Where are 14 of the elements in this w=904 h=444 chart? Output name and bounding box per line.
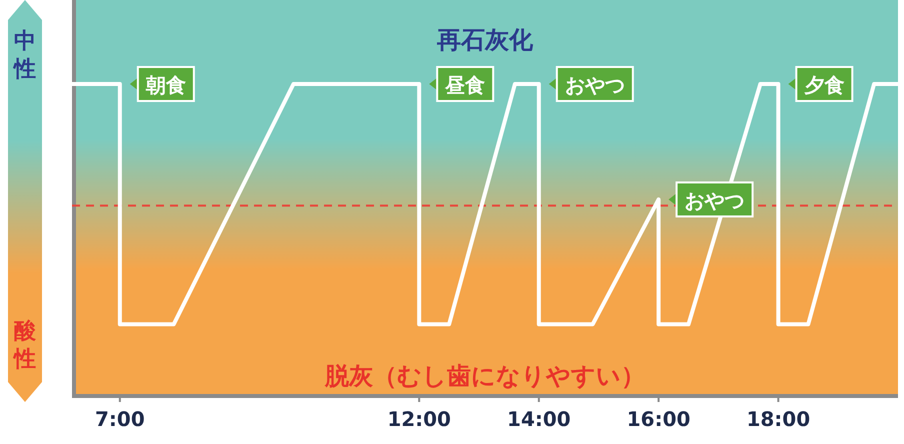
- annotation: 脱灰（むし歯になりやすい）: [324, 362, 645, 390]
- x-tick-label: 12:00: [387, 407, 451, 432]
- x-tick-label: 7:00: [95, 407, 145, 432]
- annotation: 朝食: [144, 73, 186, 97]
- text: 酸性: [12, 318, 37, 374]
- annotation: おやつ: [564, 73, 625, 97]
- text: 再石灰化: [436, 26, 534, 54]
- annotation: おやつ: [684, 188, 745, 212]
- x-tick-label: 16:00: [626, 407, 690, 432]
- text: 中性: [12, 28, 37, 84]
- annotation: 夕食: [803, 73, 844, 97]
- x-tick-label: 14:00: [507, 407, 571, 432]
- annotation: 昼食: [444, 73, 486, 97]
- x-tick-label: 18:00: [746, 407, 810, 432]
